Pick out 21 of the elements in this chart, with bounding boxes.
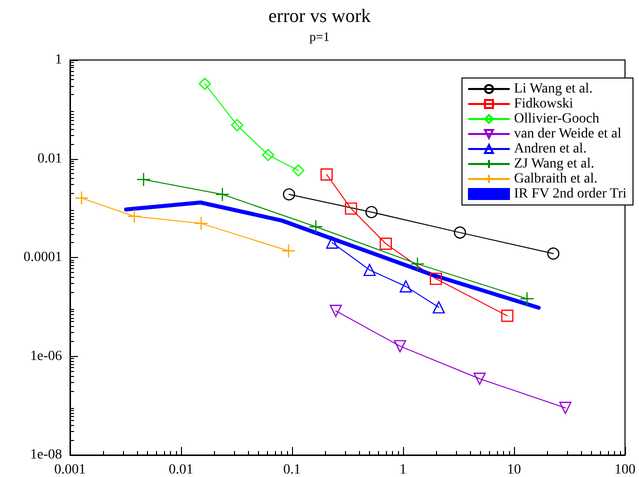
legend-label: van der Weide et al xyxy=(514,126,622,142)
legend-label: Galbraith et al. xyxy=(514,172,598,186)
x-tick-label: 0.1 xyxy=(283,462,301,477)
chart-title: error vs work xyxy=(268,6,372,27)
x-tick-label: 1 xyxy=(400,462,406,477)
y-tick-label: 1e-08 xyxy=(30,448,62,462)
legend-label: ZJ Wang et al. xyxy=(514,156,594,172)
y-tick-label: 1 xyxy=(55,52,62,68)
legend-label: IR FV 2nd order Tri xyxy=(514,186,627,202)
x-tick-label: 100 xyxy=(614,462,636,477)
x-tick-label: 0.01 xyxy=(168,462,194,477)
y-tick-label: 1e-06 xyxy=(30,348,62,364)
chart-subtitle: p=1 xyxy=(309,29,330,44)
y-tick-label: 0.01 xyxy=(38,151,62,166)
legend-label: Li Wang et al. xyxy=(514,82,593,96)
legend-label: Andren et al. xyxy=(514,142,587,156)
y-tick-label: 0.0001 xyxy=(24,250,62,265)
legend-label: Fidkowski xyxy=(514,96,574,112)
x-tick-label: 10 xyxy=(507,462,521,477)
x-tick-label: 0.001 xyxy=(54,462,86,477)
legend-label: Ollivier-Gooch xyxy=(514,112,600,126)
